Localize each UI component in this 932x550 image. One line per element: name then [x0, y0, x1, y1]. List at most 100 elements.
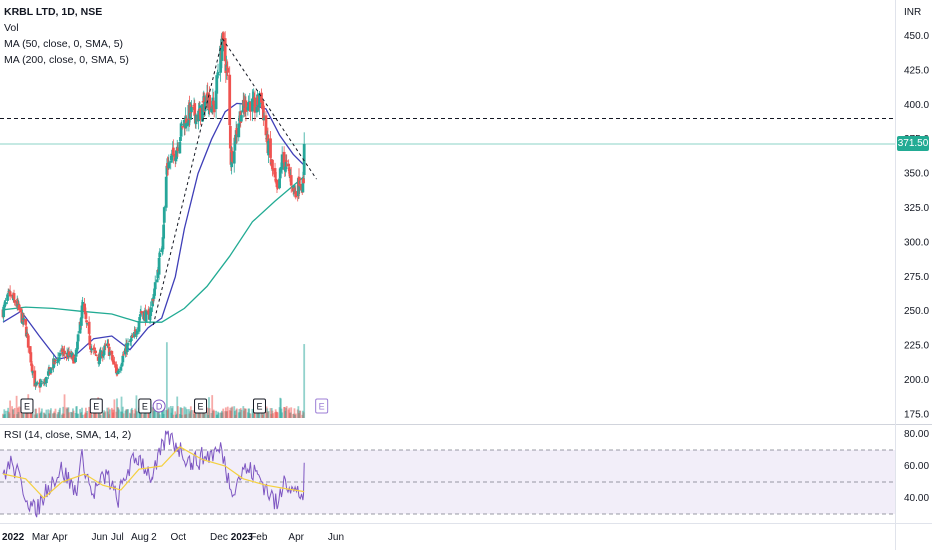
candle-body	[21, 313, 25, 322]
ma200-label[interactable]: MA (200, close, 0, SMA, 5)	[4, 54, 129, 66]
candle-body	[84, 312, 88, 319]
last-price-tag: 371.50	[897, 136, 929, 151]
candle	[167, 154, 171, 170]
candle-body	[169, 160, 173, 163]
candle	[284, 154, 288, 173]
candle	[63, 345, 66, 360]
volume-bar	[169, 406, 172, 418]
candle-body	[26, 333, 30, 336]
volume-bar	[222, 408, 225, 418]
candle-body	[164, 176, 168, 208]
candle-body	[88, 335, 92, 346]
candle	[8, 285, 12, 301]
volume-label[interactable]: Vol	[4, 22, 19, 34]
volume-bar	[258, 413, 261, 418]
volume-bar	[127, 409, 129, 418]
candle	[74, 356, 77, 364]
volume-bar	[90, 414, 93, 418]
candle-body	[89, 351, 93, 353]
volume-bar	[140, 413, 143, 418]
ma50-line	[2, 102, 305, 361]
candle-body	[67, 351, 71, 356]
candle-body	[282, 151, 286, 163]
candle	[170, 155, 173, 163]
volume-bar	[183, 406, 186, 418]
time-tick-label: Apr	[52, 532, 68, 543]
candle-body	[153, 282, 157, 290]
volume-bar	[4, 410, 7, 418]
support-trendline	[152, 38, 224, 326]
candle	[90, 344, 94, 354]
candle	[26, 335, 30, 353]
volume-bar	[135, 395, 138, 418]
candle-body	[89, 346, 92, 350]
candle	[176, 142, 180, 157]
candle	[135, 327, 139, 337]
time-tick-label: 2	[151, 532, 157, 543]
candle-body	[162, 224, 166, 239]
ma50-label[interactable]: MA (50, close, 0, SMA, 5)	[4, 38, 124, 50]
candle-body	[170, 155, 173, 161]
candle-body	[126, 342, 130, 346]
time-tick-label: 2022	[2, 532, 25, 543]
candle	[253, 90, 257, 122]
event-marker: E	[315, 398, 329, 414]
candle-body	[278, 178, 281, 189]
volume-bar	[15, 395, 18, 418]
candle	[249, 101, 252, 121]
candle-body	[83, 303, 87, 312]
candle-body	[160, 247, 164, 252]
event-marker: E	[89, 398, 103, 414]
candle	[44, 376, 48, 387]
candle-body	[85, 320, 88, 323]
candle-body	[181, 126, 184, 128]
candle-body	[113, 361, 116, 365]
event-marker: E	[20, 398, 34, 414]
volume-bar	[36, 413, 39, 418]
candle	[302, 132, 306, 180]
candle-body	[138, 316, 142, 321]
candle-body	[121, 355, 125, 363]
candle	[171, 139, 175, 164]
volume-bar	[167, 407, 170, 418]
ma200-line	[2, 175, 305, 323]
earnings-badge	[315, 398, 329, 414]
rsi-label[interactable]: RSI (14, close, SMA, 14, 2)	[4, 429, 132, 441]
volume-bar	[12, 409, 15, 418]
price-tick-label: 175.0	[904, 409, 929, 420]
candle-body	[214, 90, 218, 110]
volume-bar	[233, 411, 236, 418]
volume-bar	[186, 409, 188, 418]
candle-body	[114, 364, 118, 374]
candle-body	[293, 187, 296, 191]
candle-body	[199, 107, 202, 120]
candle-body	[271, 159, 274, 169]
candle-body	[167, 162, 171, 169]
candle	[232, 147, 236, 173]
volume-bar	[211, 395, 214, 418]
volume-bar	[163, 407, 166, 418]
candle	[228, 66, 232, 133]
volume-bar	[165, 342, 168, 418]
volume-bar	[208, 408, 211, 418]
volume-bar	[294, 413, 297, 418]
volume-bar	[9, 400, 12, 418]
candle-body	[261, 101, 265, 109]
volume-bar	[235, 408, 238, 418]
volume-bar	[195, 412, 197, 418]
volume-bar	[3, 409, 6, 418]
candle-body	[232, 151, 236, 164]
event-marker: E	[194, 398, 208, 414]
volume-bar	[279, 398, 282, 418]
time-tick-label: Feb	[250, 532, 268, 543]
volume-bar	[145, 411, 148, 418]
symbol-title[interactable]: KRBL LTD, 1D, NSE	[4, 6, 103, 18]
candle	[72, 353, 75, 364]
volume-bar	[75, 406, 78, 418]
price-tick-label: 425.0	[904, 65, 929, 76]
candle-body	[185, 123, 189, 127]
candle	[140, 310, 144, 315]
candle	[6, 293, 9, 305]
candle	[108, 348, 112, 360]
